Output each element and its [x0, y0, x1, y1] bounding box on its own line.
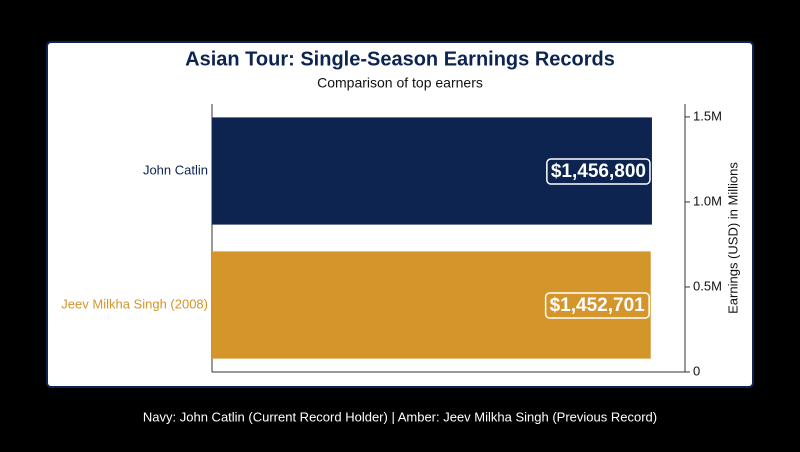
chart-subtitle: Comparison of top earners: [317, 75, 483, 91]
category-label: Jeev Milkha Singh (2008): [61, 296, 208, 311]
value-label-box: [544, 292, 650, 319]
y-axis-label: Earnings (USD) in Millions: [725, 162, 740, 314]
y-tick-label: 1.0M: [693, 193, 722, 208]
value-label: $1,456,800: [551, 161, 646, 182]
value-label: $1,452,701: [550, 295, 646, 316]
y-tick-label: 0: [693, 363, 700, 378]
y-tick-label: 1.5M: [693, 108, 722, 123]
y-tick-label: 0.5M: [693, 278, 722, 293]
footnote: Navy: John Catlin (Current Record Holder…: [143, 409, 657, 424]
chart-title: Asian Tour: Single-Season Earnings Recor…: [185, 48, 615, 70]
value-label-box: [546, 158, 651, 185]
category-label: John Catlin: [143, 162, 208, 177]
